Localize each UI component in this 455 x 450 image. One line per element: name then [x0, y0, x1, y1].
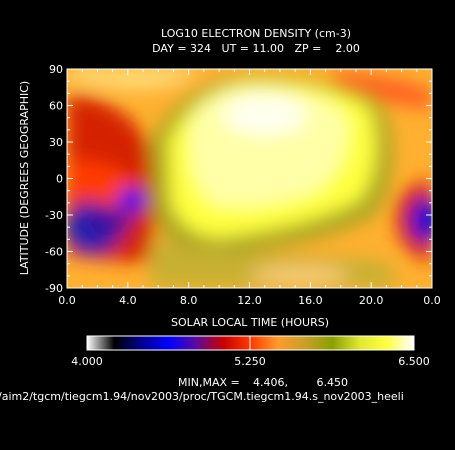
colorbar-mid-label: 5.250	[234, 355, 266, 368]
minmax-label: MIN,MAX =	[178, 376, 240, 389]
y-tick-label: -30	[45, 209, 63, 222]
colorbar-max-label: 6.500	[398, 355, 430, 368]
contour-left-blue-core	[118, 188, 146, 212]
chart-title: LOG10 ELECTRON DENSITY (cm-3)	[161, 27, 351, 40]
x-tick-label: 20.0	[359, 294, 384, 307]
y-tick-label: 90	[49, 63, 63, 76]
x-axis-label: SOLAR LOCAL TIME (HOURS)	[171, 316, 329, 329]
y-tick-label: 60	[49, 100, 63, 113]
x-tick-label: 4.0	[119, 294, 137, 307]
x-tick-label: 16.0	[298, 294, 323, 307]
heatmap-blobs	[67, 69, 432, 288]
file-path: /aim2/tgcm/tiegcm1.94/nov2003/proc/TGCM.…	[0, 390, 404, 403]
y-axis-label: LATITUDE (DEGREES GEOGRAPHIC)	[18, 81, 31, 275]
x-tick-label: 0.0	[58, 294, 76, 307]
contour-left-purple	[86, 208, 130, 236]
y-tick-label: 0	[56, 173, 63, 186]
x-tick-label: 0.0	[423, 294, 441, 307]
x-tick-label: 8.0	[180, 294, 198, 307]
y-tick-label: -90	[45, 282, 63, 295]
contour-lower-pale	[250, 267, 350, 283]
contour-upper-right-red	[330, 72, 432, 110]
y-tick-label: -60	[45, 246, 63, 259]
heatmap-field	[67, 69, 432, 288]
contour-right-blue	[410, 198, 432, 242]
colorbar-min-label: 4.000	[71, 355, 103, 368]
y-tick-label: 30	[49, 136, 63, 149]
contour-upper-left-pale	[67, 69, 200, 89]
y-axis-ticks: 90 60 30 0 -30 -60 -90	[45, 63, 432, 295]
x-axis-ticks: 0.0 4.0 8.0 12.0 16.0 20.0 0.0	[58, 69, 441, 307]
chart-subtitle: DAY = 324 UT = 11.00 ZP = 2.00	[152, 42, 360, 55]
min-value: 4.406,	[253, 376, 288, 389]
contour-max	[223, 95, 307, 135]
max-value: 6.450	[317, 376, 349, 389]
x-tick-label: 12.0	[237, 294, 262, 307]
